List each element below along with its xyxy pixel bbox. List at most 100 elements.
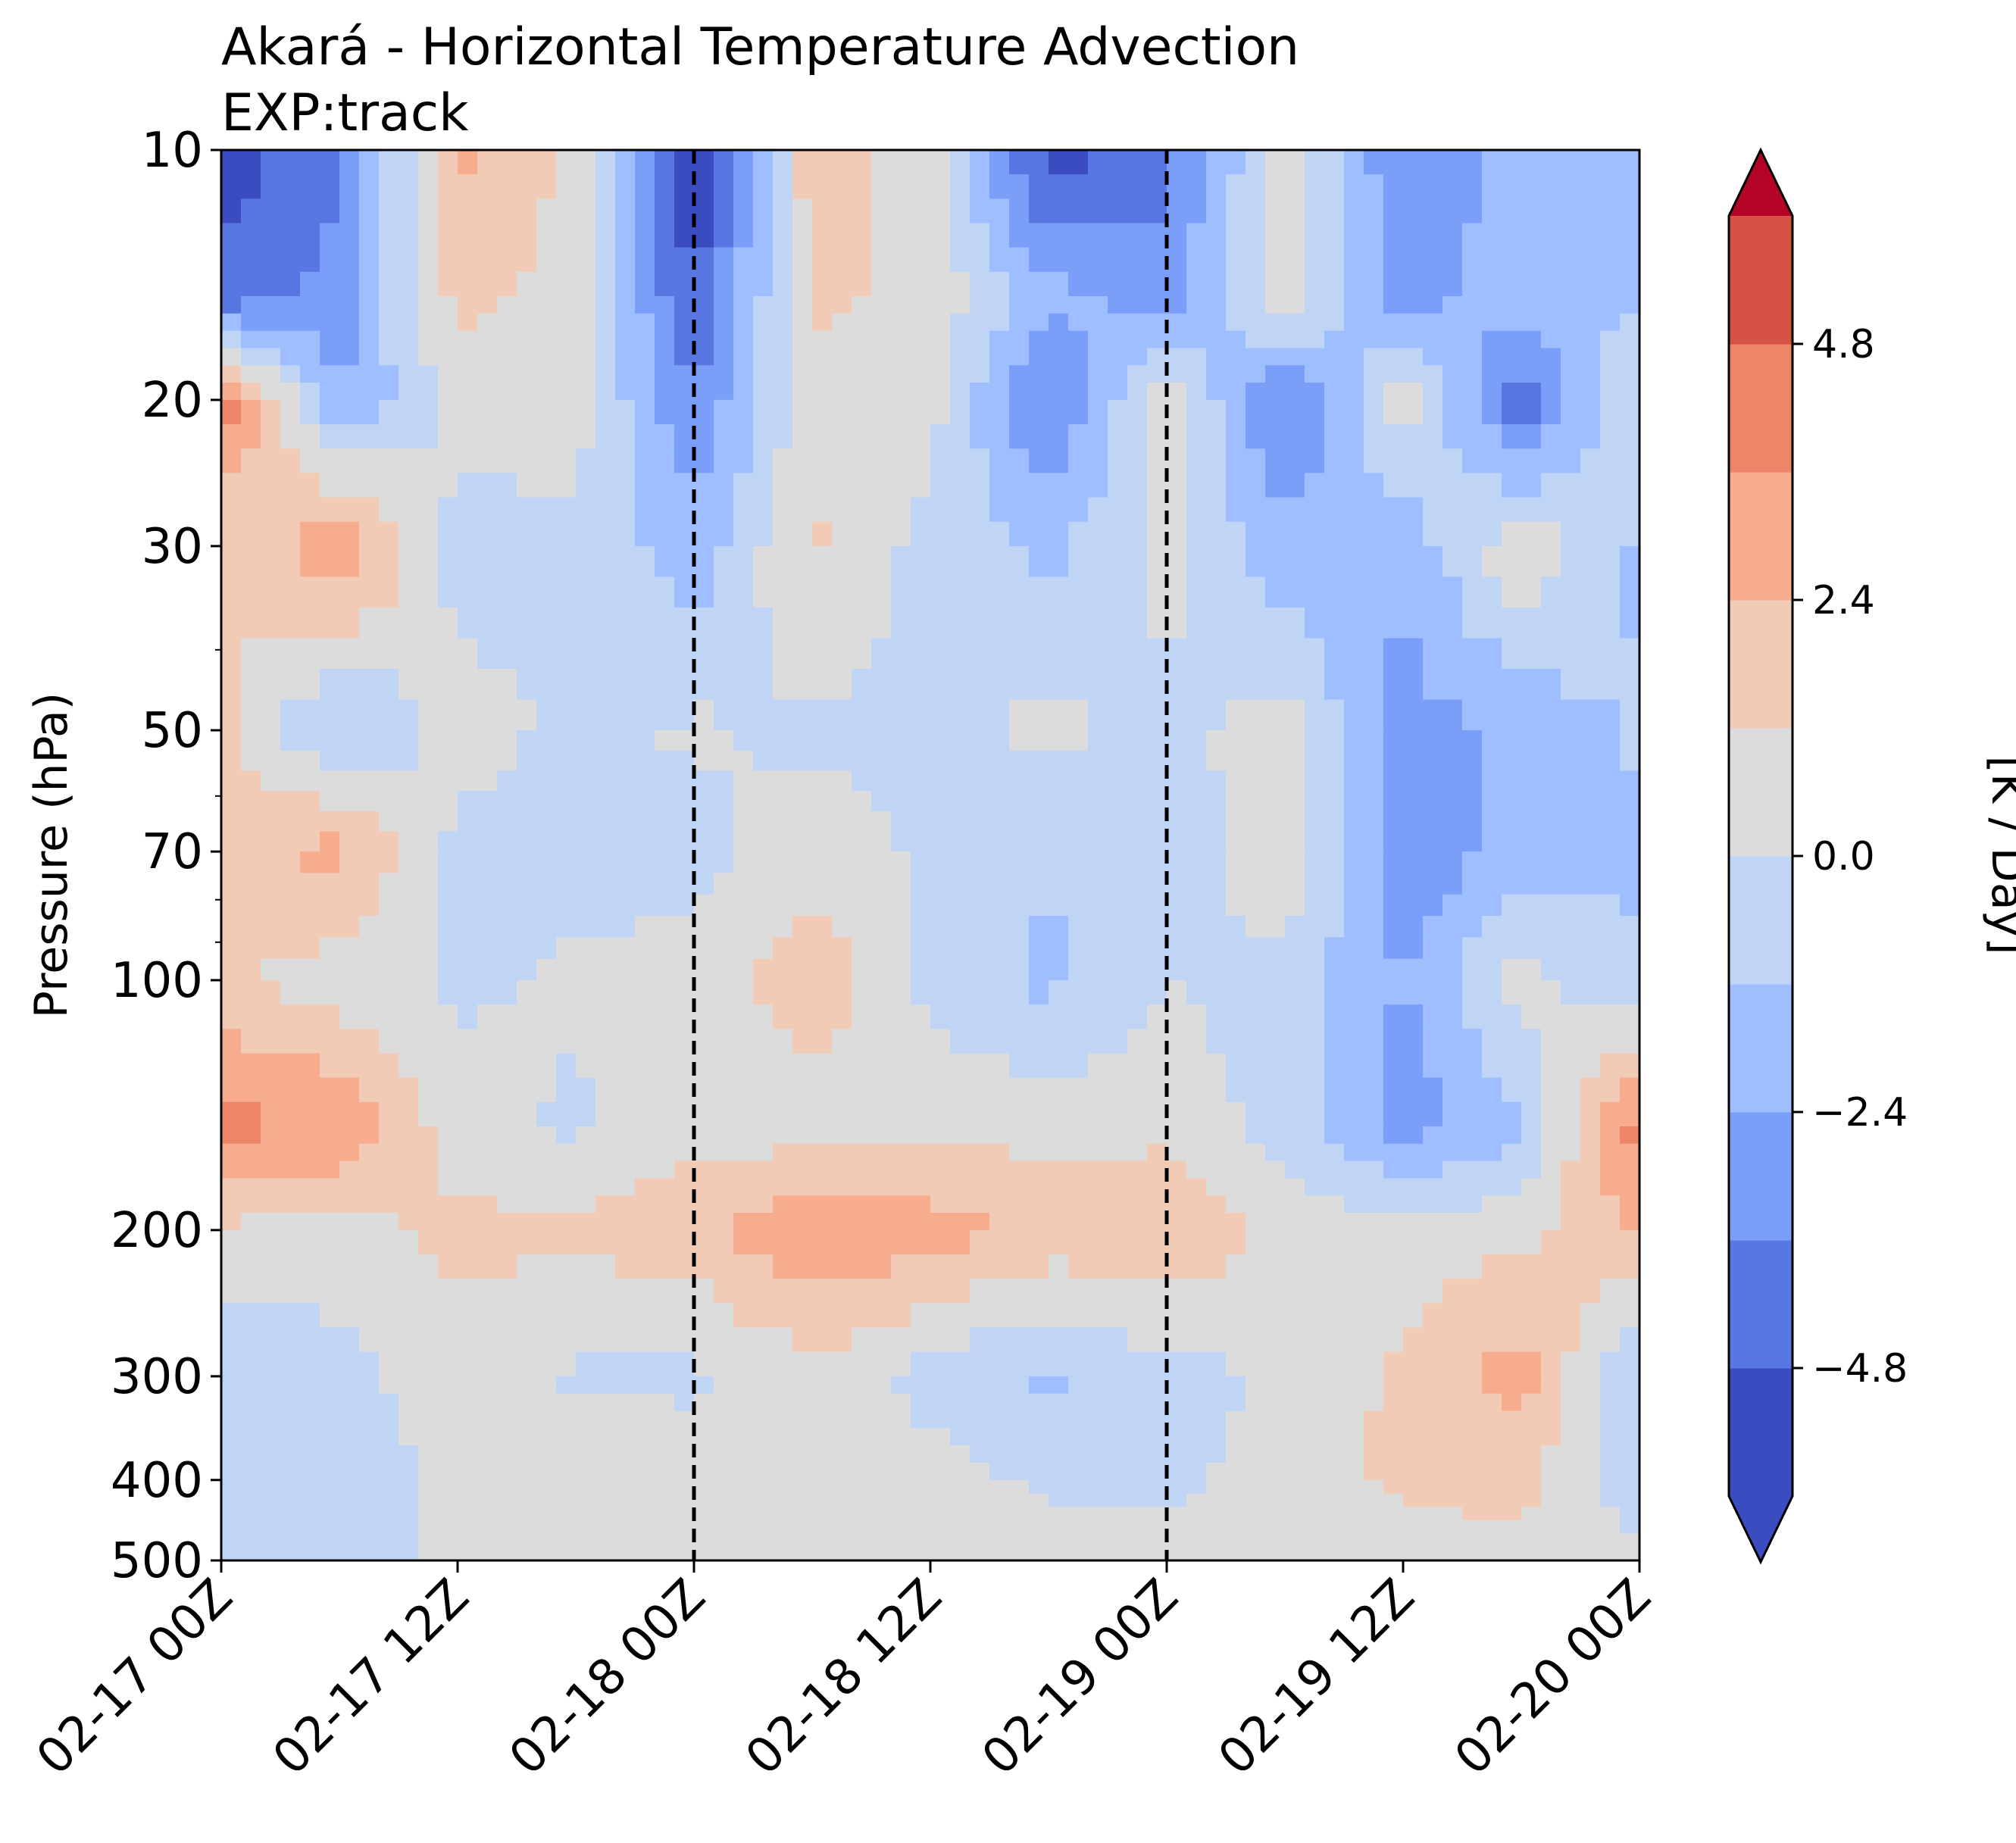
heatmap-cell (773, 1101, 793, 1127)
heatmap-cell (418, 271, 439, 297)
heatmap-cell (221, 1029, 242, 1054)
heatmap-cell (261, 1479, 281, 1495)
heatmap-cell (694, 223, 714, 248)
heatmap-cell (792, 1101, 813, 1127)
heatmap-cell (773, 811, 793, 832)
heatmap-cell (399, 473, 419, 498)
heatmap-cell (812, 1195, 833, 1214)
heatmap-cell (477, 1229, 498, 1255)
heatmap-cell (477, 831, 498, 852)
heatmap-cell (1068, 150, 1089, 175)
heatmap-cell (1324, 576, 1345, 608)
heatmap-cell (694, 831, 714, 852)
heatmap-cell (1206, 894, 1227, 917)
heatmap-cell (1167, 873, 1187, 895)
heatmap-cell (1246, 424, 1266, 450)
heatmap-cell (674, 1547, 695, 1561)
heatmap-cell (595, 1520, 616, 1535)
heatmap-cell (930, 198, 951, 224)
heatmap-cell (852, 1229, 872, 1255)
heatmap-cell (1108, 750, 1128, 772)
heatmap-cell (1049, 851, 1069, 874)
heatmap-cell (339, 1445, 360, 1463)
heatmap-cell (773, 497, 793, 523)
heatmap-cell (497, 365, 517, 383)
heatmap-cell (399, 730, 419, 751)
heatmap-cell (615, 1327, 636, 1353)
heatmap-cell (1403, 1462, 1424, 1481)
heatmap-cell (1364, 699, 1384, 731)
heatmap-cell (989, 348, 1010, 367)
heatmap-cell (477, 1445, 498, 1463)
heatmap-cell (733, 1213, 754, 1231)
heatmap-cell (339, 1213, 360, 1231)
heatmap-cell (655, 916, 675, 939)
heatmap-cell (517, 1507, 537, 1521)
heatmap-cell (1482, 1520, 1502, 1535)
heatmap-cell (1147, 1376, 1167, 1395)
heatmap-cell (556, 1160, 577, 1179)
heatmap-cell (1364, 811, 1384, 832)
heatmap-cell (595, 1053, 616, 1079)
heatmap-cell (852, 1126, 872, 1145)
heatmap-cell (1541, 1393, 1561, 1412)
heatmap-cell (1049, 313, 1069, 332)
heatmap-cell (733, 1393, 754, 1412)
heatmap-cell (1206, 198, 1227, 224)
heatmap-cell (595, 638, 616, 670)
heatmap-cell (379, 638, 399, 670)
heatmap-cell (1226, 348, 1246, 367)
heatmap-cell (1344, 1213, 1364, 1231)
heatmap-cell (1462, 1393, 1483, 1412)
heatmap-cell (1620, 831, 1640, 852)
heatmap-cell (1186, 247, 1207, 273)
heatmap-cell (399, 1393, 419, 1412)
heatmap-cell (1502, 937, 1522, 960)
heatmap-cell (674, 295, 695, 314)
heatmap-cell (221, 607, 242, 639)
heatmap-cell (1147, 1254, 1167, 1279)
heatmap-cell (536, 1493, 557, 1507)
heatmap-cell (339, 473, 360, 498)
heatmap-cell (379, 1279, 399, 1304)
heatmap-cell (832, 1445, 852, 1463)
heatmap-cell (1502, 174, 1522, 200)
heatmap-cell (1324, 937, 1345, 960)
heatmap-cell (812, 1126, 833, 1145)
heatmap-cell (930, 348, 951, 367)
heatmap-cell (1403, 669, 1424, 701)
heatmap-cell (1186, 1393, 1207, 1412)
heatmap-cell (1442, 1303, 1463, 1329)
heatmap-cell (1580, 607, 1601, 639)
heatmap-cell (1226, 1393, 1246, 1412)
heatmap-cell (300, 223, 320, 248)
heatmap-cell (1068, 295, 1089, 314)
heatmap-cell (595, 1101, 616, 1127)
heatmap-cell (1502, 669, 1522, 701)
heatmap-cell (1265, 1303, 1286, 1329)
heatmap-cell (1265, 791, 1286, 812)
heatmap-cell (1541, 424, 1561, 450)
heatmap-cell (320, 365, 340, 383)
heatmap-cell (458, 1533, 478, 1548)
heatmap-cell (911, 1160, 931, 1179)
heatmap-cell (970, 383, 990, 401)
heatmap-cell (556, 521, 577, 547)
heatmap-cell (1029, 295, 1049, 314)
heatmap-cell (320, 399, 340, 425)
heatmap-cell (438, 730, 458, 751)
heatmap-cell (1620, 916, 1640, 939)
heatmap-cell (536, 383, 557, 401)
heatmap-cell (221, 247, 242, 273)
heatmap-cell (891, 424, 911, 450)
heatmap-cell (891, 198, 911, 224)
heatmap-cell (655, 1303, 675, 1329)
heatmap-cell (1600, 730, 1621, 751)
heatmap-cell (753, 313, 774, 332)
heatmap-cell (497, 730, 517, 751)
heatmap-cell (792, 851, 813, 874)
heatmap-cell (753, 223, 774, 248)
heatmap-cell (339, 1462, 360, 1481)
heatmap-cell (438, 669, 458, 701)
heatmap-cell (1068, 271, 1089, 297)
